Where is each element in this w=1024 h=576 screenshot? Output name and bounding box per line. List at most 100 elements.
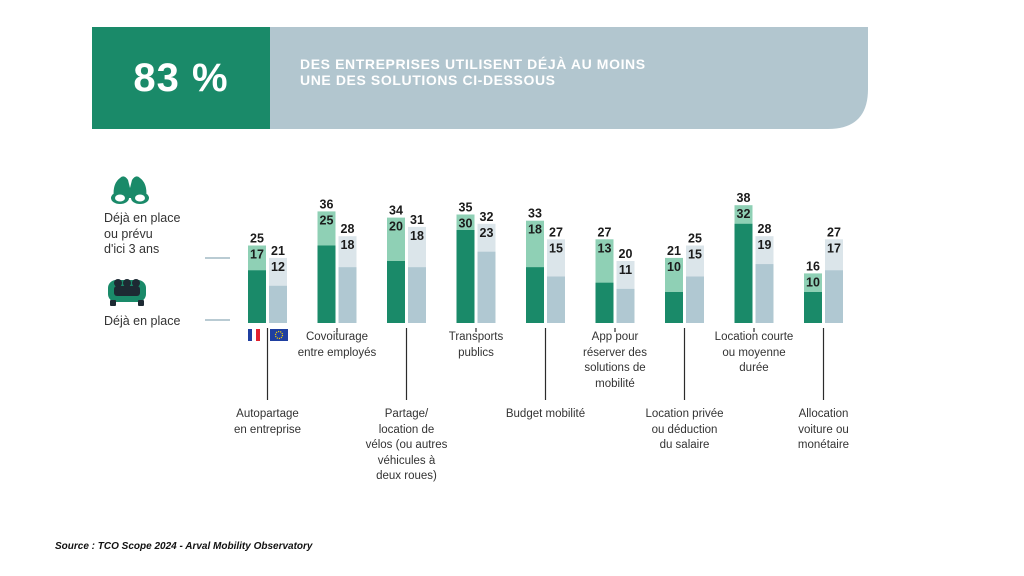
category-label-3-line-1: publics bbox=[458, 346, 494, 359]
value-label-total-europe-7: 28 bbox=[758, 222, 772, 236]
value-label-in-place-france-0: 17 bbox=[250, 248, 264, 262]
header-banner bbox=[92, 27, 868, 129]
value-label-total-france-8: 16 bbox=[806, 259, 820, 273]
value-label-in-place-france-2: 20 bbox=[389, 220, 403, 234]
bar-in-place-france-7 bbox=[734, 223, 753, 323]
category-label-8-line-1: voiture ou bbox=[798, 423, 849, 436]
value-label-in-place-france-7: 32 bbox=[737, 207, 751, 221]
bar-in-place-europe-8 bbox=[825, 270, 843, 323]
value-label-total-france-0: 25 bbox=[250, 232, 264, 246]
value-label-in-place-europe-7: 19 bbox=[758, 238, 772, 252]
legend-planned-line-3: d'ici 3 ans bbox=[104, 242, 160, 256]
value-label-in-place-france-8: 10 bbox=[806, 275, 820, 289]
bar-in-place-france-2 bbox=[387, 261, 405, 323]
category-label-2-line-2: vélos (ou autres bbox=[365, 439, 448, 451]
bar-in-place-france-5 bbox=[595, 282, 614, 323]
value-label-total-europe-0: 21 bbox=[271, 244, 285, 258]
binoculars-icon bbox=[111, 176, 149, 204]
category-label-7-line-0: Location courte bbox=[714, 331, 794, 343]
category-label-1-line-1: entre employés bbox=[297, 346, 377, 359]
value-label-in-place-france-3: 30 bbox=[459, 217, 473, 231]
category-label-8-line-2: monétaire bbox=[797, 439, 850, 451]
bar-in-place-europe-2 bbox=[408, 267, 426, 323]
category-label-7: Location courte ou moyenne durée bbox=[694, 330, 814, 377]
legend-planned-line-2: ou prévu bbox=[104, 226, 153, 241]
legend-planned: Déjà en place ou prévu d'ici 3 ans bbox=[104, 211, 180, 258]
category-label-7-line-1: ou moyenne bbox=[722, 346, 786, 359]
category-label-5-line-2: solutions de bbox=[584, 362, 646, 374]
value-label-total-france-6: 21 bbox=[667, 244, 681, 258]
value-label-total-europe-2: 31 bbox=[410, 213, 424, 227]
bar-in-place-europe-0 bbox=[269, 285, 287, 323]
category-label-0-line-0: Autopartage bbox=[236, 408, 299, 420]
value-label-total-france-3: 35 bbox=[459, 201, 473, 215]
category-label-1: Covoiturage entre employés bbox=[277, 330, 397, 361]
value-label-in-place-europe-8: 17 bbox=[827, 241, 841, 255]
bar-in-place-france-4 bbox=[526, 267, 544, 323]
value-label-total-france-4: 33 bbox=[528, 207, 542, 221]
category-label-0: Autopartage en entreprise bbox=[208, 407, 328, 438]
value-label-in-place-europe-2: 18 bbox=[410, 229, 424, 243]
value-label-total-europe-1: 28 bbox=[341, 222, 355, 236]
category-label-2-line-3: véhicules à bbox=[377, 454, 436, 467]
value-label-total-europe-5: 20 bbox=[619, 247, 633, 261]
bar-in-place-europe-7 bbox=[755, 264, 774, 323]
headline-line-1: DES ENTREPRISES UTILISENT DÉJÀ AU MOINS bbox=[300, 56, 646, 72]
bar-in-place-france-8 bbox=[804, 292, 822, 323]
category-label-6-line-2: du salaire bbox=[659, 439, 710, 451]
flag-fr-blue bbox=[248, 329, 252, 341]
bar-in-place-europe-4 bbox=[547, 276, 565, 323]
category-label-6-line-1: ou déduction bbox=[651, 423, 718, 436]
category-label-3: Transports publics bbox=[416, 330, 536, 361]
car-icon bbox=[108, 279, 146, 306]
value-label-in-place-france-1: 25 bbox=[320, 213, 334, 227]
headline-text: DES ENTREPRISES UTILISENT DÉJÀ AU MOINS … bbox=[300, 56, 820, 88]
value-label-total-france-7: 38 bbox=[737, 191, 751, 205]
value-label-in-place-europe-5: 11 bbox=[619, 263, 632, 277]
value-label-in-place-europe-6: 15 bbox=[688, 248, 702, 262]
source-note: Source : TCO Scope 2024 - Arval Mobility… bbox=[55, 541, 313, 552]
value-label-in-place-france-6: 10 bbox=[667, 260, 681, 274]
legend-planned-line-1: Déjà en place bbox=[104, 211, 181, 225]
flag-eu-background bbox=[270, 329, 288, 341]
value-label-total-france-1: 36 bbox=[320, 197, 334, 211]
category-label-5-line-1: réserver des bbox=[583, 346, 647, 359]
category-label-5-line-0: App pour bbox=[591, 331, 639, 343]
value-label-in-place-europe-3: 23 bbox=[480, 226, 494, 240]
category-label-1-line-0: Covoiturage bbox=[305, 331, 368, 343]
bar-in-place-france-0 bbox=[248, 270, 266, 323]
value-label-total-europe-8: 27 bbox=[827, 225, 841, 239]
headline-percentage: 83 % bbox=[92, 27, 270, 129]
flag-fr-white bbox=[252, 329, 256, 341]
value-label-total-france-5: 27 bbox=[598, 225, 612, 239]
category-label-5: App pour réserver des solutions de mobilité bbox=[555, 330, 675, 392]
bar-in-place-europe-1 bbox=[338, 267, 357, 323]
flag-eu-stars bbox=[274, 330, 284, 340]
category-label-6: Location privée ou déduction du salaire bbox=[625, 407, 745, 454]
category-label-6-line-0: Location privée bbox=[645, 408, 724, 420]
value-label-in-place-europe-0: 12 bbox=[271, 260, 285, 274]
category-label-8: Allocation voiture ou monétaire bbox=[764, 407, 884, 454]
value-label-in-place-europe-4: 15 bbox=[549, 241, 563, 255]
bar-in-place-france-3 bbox=[456, 230, 475, 323]
bar-in-place-europe-6 bbox=[686, 276, 704, 323]
headline-line-2: UNE DES SOLUTIONS CI-DESSOUS bbox=[300, 72, 556, 88]
bar-in-place-europe-3 bbox=[477, 251, 496, 323]
value-label-in-place-france-4: 18 bbox=[528, 223, 542, 237]
value-label-in-place-france-5: 13 bbox=[598, 241, 612, 255]
value-label-in-place-europe-1: 18 bbox=[341, 238, 355, 252]
bar-in-place-france-1 bbox=[317, 245, 336, 323]
category-label-2-line-4: deux roues) bbox=[376, 470, 437, 482]
bar-in-place-europe-5 bbox=[616, 288, 635, 323]
category-label-4: Budget mobilité bbox=[486, 407, 606, 423]
category-label-2-line-1: location de bbox=[378, 423, 435, 436]
legend-in-place: Déjà en place bbox=[104, 314, 181, 328]
value-label-total-europe-6: 25 bbox=[688, 232, 702, 246]
category-label-7-line-2: durée bbox=[739, 362, 769, 374]
category-label-2-line-0: Partage/ bbox=[384, 408, 429, 420]
value-label-total-france-2: 34 bbox=[389, 204, 403, 218]
category-label-8-line-0: Allocation bbox=[798, 408, 849, 420]
category-label-2: Partage/location de vélos (ou autres véhic… bbox=[347, 407, 467, 485]
flag-fr-red bbox=[256, 329, 260, 341]
